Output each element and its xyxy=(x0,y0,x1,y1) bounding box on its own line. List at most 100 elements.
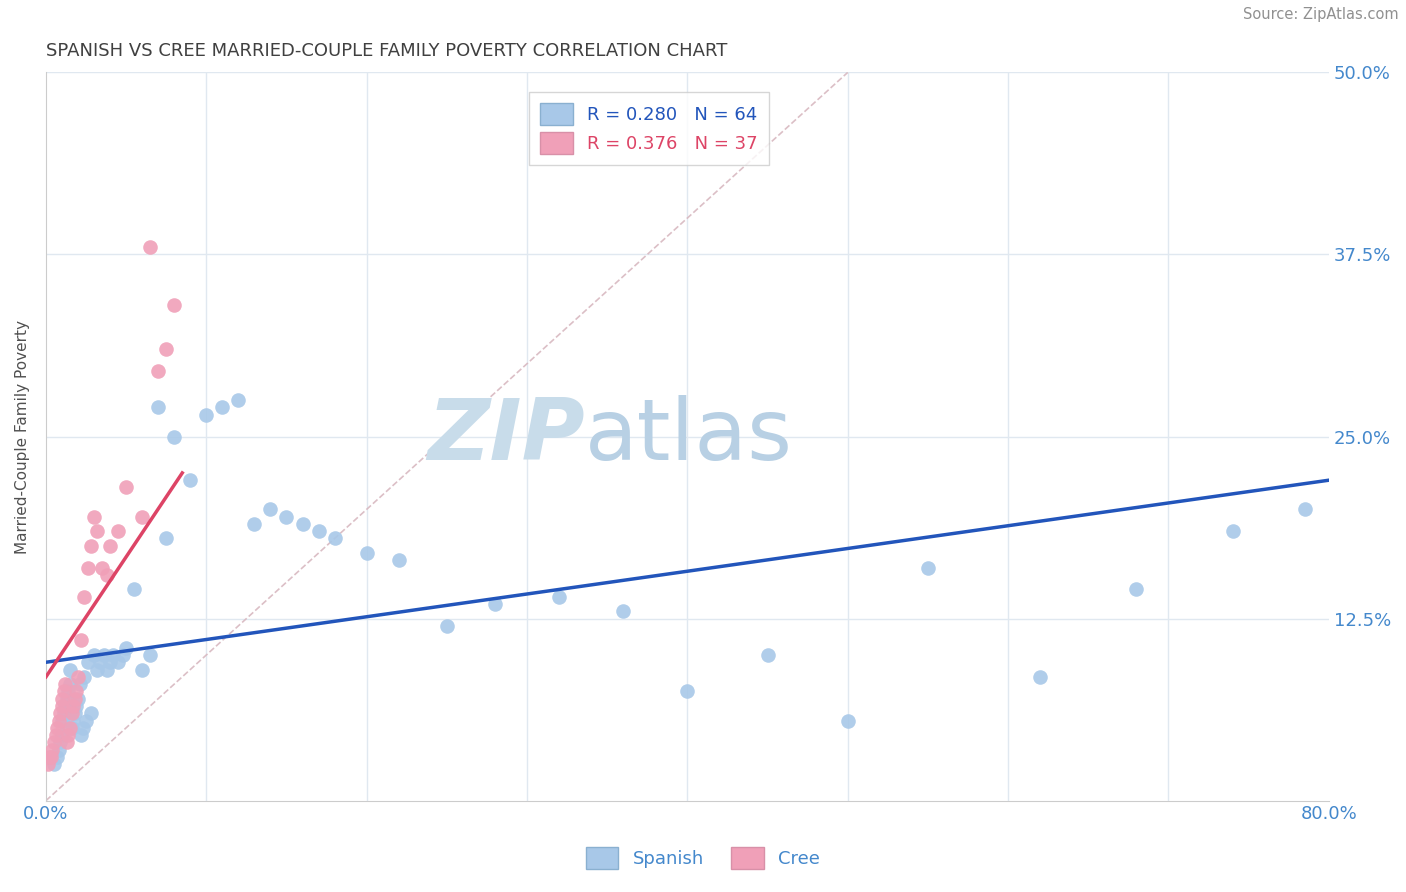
Point xyxy=(46,721,69,735)
Point xyxy=(67,670,90,684)
Point xyxy=(75,714,97,728)
Point xyxy=(72,721,94,735)
Point xyxy=(51,691,73,706)
Point xyxy=(59,677,82,691)
Point xyxy=(59,663,82,677)
Point xyxy=(63,691,86,706)
Point xyxy=(42,735,65,749)
Point xyxy=(83,509,105,524)
Point xyxy=(155,342,177,356)
Point xyxy=(276,509,298,524)
Point xyxy=(1222,524,1244,539)
Point xyxy=(80,539,103,553)
Point xyxy=(107,524,129,539)
Point xyxy=(1029,670,1052,684)
Point xyxy=(111,648,134,662)
Point xyxy=(65,698,87,713)
Point xyxy=(49,735,72,749)
Point xyxy=(70,633,93,648)
Point xyxy=(139,240,162,254)
Text: atlas: atlas xyxy=(585,395,793,478)
Point xyxy=(73,590,96,604)
Point xyxy=(323,532,346,546)
Point xyxy=(228,393,250,408)
Point xyxy=(131,509,153,524)
Text: Source: ZipAtlas.com: Source: ZipAtlas.com xyxy=(1243,7,1399,22)
Point xyxy=(52,706,75,721)
Point xyxy=(37,757,59,772)
Point xyxy=(436,619,458,633)
Point xyxy=(163,429,186,443)
Point xyxy=(96,567,118,582)
Point xyxy=(388,553,411,567)
Point xyxy=(73,670,96,684)
Point xyxy=(59,721,82,735)
Point xyxy=(41,742,63,756)
Point xyxy=(131,663,153,677)
Point xyxy=(38,750,60,764)
Point xyxy=(65,684,87,698)
Point xyxy=(89,655,111,669)
Point xyxy=(60,721,83,735)
Point xyxy=(103,648,125,662)
Point xyxy=(67,691,90,706)
Point xyxy=(122,582,145,597)
Point xyxy=(83,648,105,662)
Point xyxy=(676,684,699,698)
Point xyxy=(63,706,86,721)
Point xyxy=(1125,582,1147,597)
Point xyxy=(115,640,138,655)
Point xyxy=(484,597,506,611)
Point xyxy=(86,524,108,539)
Point xyxy=(148,364,170,378)
Point xyxy=(93,648,115,662)
Legend: Spanish, Cree: Spanish, Cree xyxy=(579,839,827,876)
Point xyxy=(76,655,98,669)
Legend: R = 0.280   N = 64, R = 0.376   N = 37: R = 0.280 N = 64, R = 0.376 N = 37 xyxy=(529,93,769,165)
Point xyxy=(70,728,93,742)
Point xyxy=(76,560,98,574)
Point xyxy=(51,698,73,713)
Point xyxy=(163,298,186,312)
Point xyxy=(49,706,72,721)
Point xyxy=(42,757,65,772)
Point xyxy=(98,655,121,669)
Point xyxy=(107,655,129,669)
Point xyxy=(548,590,571,604)
Point xyxy=(86,663,108,677)
Point xyxy=(58,684,80,698)
Point xyxy=(80,706,103,721)
Point xyxy=(48,742,70,756)
Point xyxy=(56,691,79,706)
Text: ZIP: ZIP xyxy=(427,395,585,478)
Point xyxy=(91,560,114,574)
Point xyxy=(612,604,634,618)
Point xyxy=(195,408,218,422)
Point xyxy=(139,648,162,662)
Point xyxy=(53,698,76,713)
Text: SPANISH VS CREE MARRIED-COUPLE FAMILY POVERTY CORRELATION CHART: SPANISH VS CREE MARRIED-COUPLE FAMILY PO… xyxy=(46,42,727,60)
Point xyxy=(51,728,73,742)
Point xyxy=(837,714,859,728)
Y-axis label: Married-Couple Family Poverty: Married-Couple Family Poverty xyxy=(15,319,30,554)
Point xyxy=(52,684,75,698)
Point xyxy=(60,706,83,721)
Point xyxy=(58,728,80,742)
Point xyxy=(115,481,138,495)
Point xyxy=(243,516,266,531)
Point xyxy=(62,698,84,713)
Point xyxy=(48,714,70,728)
Point xyxy=(62,714,84,728)
Point xyxy=(39,750,62,764)
Point xyxy=(51,714,73,728)
Point xyxy=(917,560,939,574)
Point xyxy=(155,532,177,546)
Point xyxy=(356,546,378,560)
Point xyxy=(46,750,69,764)
Point xyxy=(45,728,67,742)
Point xyxy=(98,539,121,553)
Point xyxy=(53,677,76,691)
Point xyxy=(308,524,330,539)
Point xyxy=(291,516,314,531)
Point xyxy=(148,401,170,415)
